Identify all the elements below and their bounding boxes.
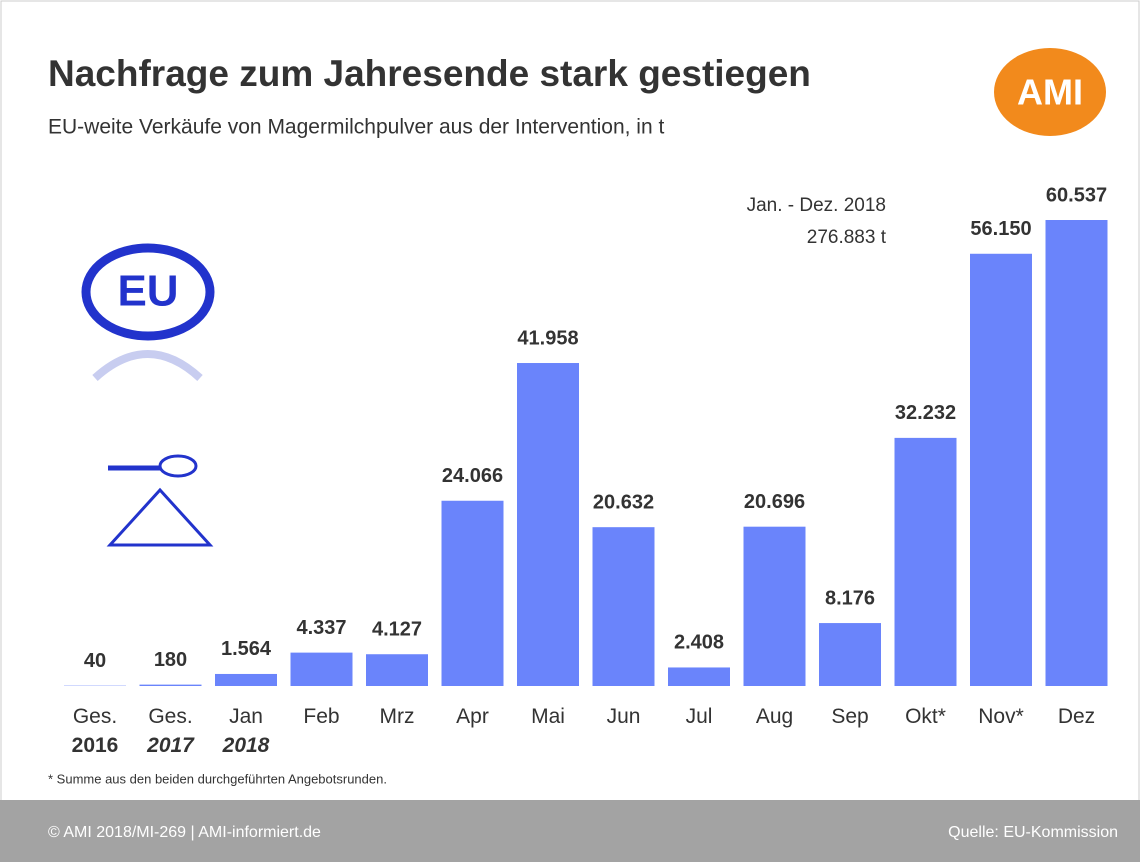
x-tick-label: Sep xyxy=(831,705,868,728)
bar xyxy=(215,673,277,686)
bar xyxy=(743,526,806,686)
logo: AMI xyxy=(1017,72,1083,113)
bar xyxy=(894,437,957,686)
annotation: 276.883 t xyxy=(807,227,887,248)
value-label: 20.632 xyxy=(593,491,654,513)
footnote: * Summe aus den beiden durchgeführten An… xyxy=(48,771,387,786)
bar xyxy=(290,652,353,686)
emblem: EU xyxy=(117,267,178,316)
x-tick-label: Apr xyxy=(456,705,489,728)
chart-title: Nachfrage zum Jahresende stark gestiegen xyxy=(48,53,811,94)
scoop xyxy=(158,454,198,478)
footer-bar xyxy=(0,800,1140,862)
value-label: 4.127 xyxy=(372,619,422,641)
value-label: 2.408 xyxy=(674,632,724,654)
value-label: 8.176 xyxy=(825,587,875,609)
bar xyxy=(517,363,579,686)
bar xyxy=(970,253,1032,686)
emblem-reflection xyxy=(92,350,203,381)
emblem-shape xyxy=(81,243,215,341)
x-tick-label: Aug xyxy=(756,705,793,728)
x-tick-label: Jan 2018 xyxy=(222,705,270,757)
value-label: 24.066 xyxy=(442,465,503,487)
value-label: 1.564 xyxy=(221,638,272,660)
value-label: 40 xyxy=(84,650,106,672)
annotation: Jan. - Dez. 2018 xyxy=(747,195,886,216)
value-label: 56.150 xyxy=(970,218,1031,240)
footer-left: © AMI 2018/MI-269 | AMI-informiert.de xyxy=(48,824,321,841)
value-label: 41.958 xyxy=(517,327,578,349)
value-label: 20.696 xyxy=(744,491,805,513)
x-tick-label: Dez xyxy=(1058,705,1095,728)
logo-shape xyxy=(994,48,1106,136)
bar xyxy=(1045,220,1108,686)
x-tick-label: Mai xyxy=(531,705,565,728)
x-tick-label: Mrz xyxy=(380,705,415,728)
x-tick-label: Feb xyxy=(303,705,339,728)
bar xyxy=(592,527,655,686)
bar xyxy=(139,684,202,686)
value-label: 60.537 xyxy=(1046,184,1107,206)
x-tick-label: Ges. 2017 xyxy=(146,705,195,757)
bar xyxy=(668,667,730,686)
x-tick-label: Jun xyxy=(607,705,641,728)
value-label: 4.337 xyxy=(296,617,346,639)
x-tick-label: Nov* xyxy=(978,705,1024,728)
value-label: 32.232 xyxy=(895,402,956,424)
powder-icon xyxy=(106,487,214,547)
x-tick-label: Jul xyxy=(686,705,713,728)
footer-right: Quelle: EU-Kommission xyxy=(948,824,1118,841)
x-tick-label: Ges. 2016 xyxy=(72,705,119,757)
chart-subtitle: EU-weite Verkäufe von Magermilchpulver a… xyxy=(48,116,664,139)
bar xyxy=(366,654,428,686)
value-label: 180 xyxy=(154,649,187,671)
bar xyxy=(819,623,881,686)
x-tick-label: Okt* xyxy=(905,705,946,728)
bar xyxy=(441,500,504,686)
